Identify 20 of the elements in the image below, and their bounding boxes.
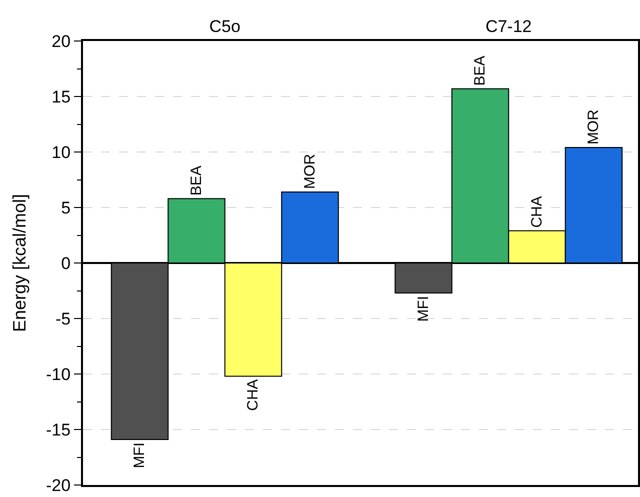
- text: MOR: [301, 154, 318, 189]
- text: MFI: [414, 296, 432, 322]
- text: CHA: [244, 379, 262, 411]
- x-tick-label: C5o: [209, 17, 240, 36]
- text: MOR: [585, 110, 602, 145]
- y-tick-label: -15: [46, 420, 71, 440]
- text: MFI: [131, 442, 148, 468]
- text: BEA: [472, 56, 489, 86]
- y-tick-label: -10: [46, 364, 71, 384]
- y-tick-label: -20: [46, 476, 71, 495]
- x-tick-label: C7-12: [485, 17, 532, 36]
- text: CHA: [528, 196, 546, 228]
- y-axis-title: Energy [kcal/mol]: [10, 194, 30, 332]
- y-tick-label: 0: [61, 254, 71, 273]
- y-tick-label: 10: [52, 142, 71, 162]
- text: BEA: [188, 166, 205, 196]
- y-tick-label: 15: [52, 87, 71, 106]
- y-tick-label: 20: [52, 32, 71, 51]
- y-tick-label: 5: [61, 198, 71, 218]
- y-tick-label: -5: [55, 309, 71, 328]
